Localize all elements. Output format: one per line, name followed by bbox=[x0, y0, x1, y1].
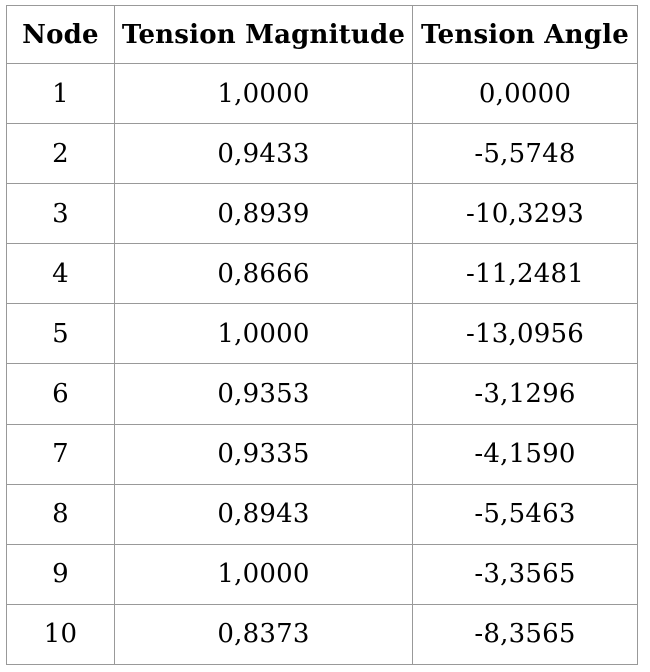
node-cell: 1 bbox=[6, 62, 115, 125]
node-cell: 4 bbox=[6, 243, 115, 305]
column-header-tension-angle: Tension Angle bbox=[412, 5, 638, 64]
tension-magnitude-cell: 0,8666 bbox=[114, 243, 413, 305]
tension-angle-cell: -3,1296 bbox=[412, 363, 638, 425]
node-cell: 2 bbox=[6, 123, 115, 185]
node-cell: 3 bbox=[6, 183, 115, 245]
tension-magnitude-cell: 0,9353 bbox=[114, 363, 413, 425]
tension-magnitude-cell: 1,0000 bbox=[114, 62, 413, 125]
table-row: 2 0,9433 -5,5748 bbox=[6, 123, 638, 185]
tension-angle-cell: -3,3565 bbox=[412, 543, 638, 605]
tension-angle-cell: -10,3293 bbox=[412, 183, 638, 245]
tension-angle-cell: -13,0956 bbox=[412, 303, 638, 365]
tension-angle-cell: -5,5463 bbox=[412, 483, 638, 545]
tension-magnitude-cell: 1,0000 bbox=[114, 543, 413, 605]
node-cell: 9 bbox=[6, 543, 115, 605]
table-row: 6 0,9353 -3,1296 bbox=[6, 363, 638, 425]
column-header-node: Node bbox=[6, 5, 115, 64]
tension-angle-cell: -5,5748 bbox=[412, 123, 638, 185]
table-row: 8 0,8943 -5,5463 bbox=[6, 483, 638, 545]
tension-angle-cell: 0,0000 bbox=[412, 62, 638, 125]
tension-magnitude-cell: 0,9335 bbox=[114, 423, 413, 485]
tension-table: Node Tension Magnitude Tension Angle 1 1,… bbox=[6, 5, 638, 666]
node-cell: 10 bbox=[6, 603, 115, 666]
table-row: 7 0,9335 -4,1590 bbox=[6, 423, 638, 485]
column-header-tension-magnitude: Tension Magnitude bbox=[114, 5, 413, 64]
table-body: 1 1,0000 0,0000 2 0,9433 -5,5748 3 0,8939 -10,32… bbox=[6, 62, 638, 666]
tension-angle-cell: -4,1590 bbox=[412, 423, 638, 485]
tension-magnitude-cell: 0,9433 bbox=[114, 123, 413, 185]
node-cell: 6 bbox=[6, 363, 115, 425]
node-cell: 8 bbox=[6, 483, 115, 545]
tension-magnitude-cell: 0,8943 bbox=[114, 483, 413, 545]
table-header-row: Node Tension Magnitude Tension Angle bbox=[6, 5, 638, 64]
table-row: 5 1,0000 -13,0956 bbox=[6, 303, 638, 365]
table-row: 3 0,8939 -10,3293 bbox=[6, 183, 638, 245]
node-cell: 7 bbox=[6, 423, 115, 485]
tension-angle-cell: -11,2481 bbox=[412, 243, 638, 305]
table-row: 4 0,8666 -11,2481 bbox=[6, 243, 638, 305]
node-cell: 5 bbox=[6, 303, 115, 365]
table-row: 1 1,0000 0,0000 bbox=[6, 62, 638, 125]
tension-magnitude-cell: 1,0000 bbox=[114, 303, 413, 365]
tension-magnitude-cell: 0,8939 bbox=[114, 183, 413, 245]
tension-angle-cell: -8,3565 bbox=[412, 603, 638, 666]
table-row: 10 0,8373 -8,3565 bbox=[6, 603, 638, 666]
table-row: 9 1,0000 -3,3565 bbox=[6, 543, 638, 605]
tension-magnitude-cell: 0,8373 bbox=[114, 603, 413, 666]
